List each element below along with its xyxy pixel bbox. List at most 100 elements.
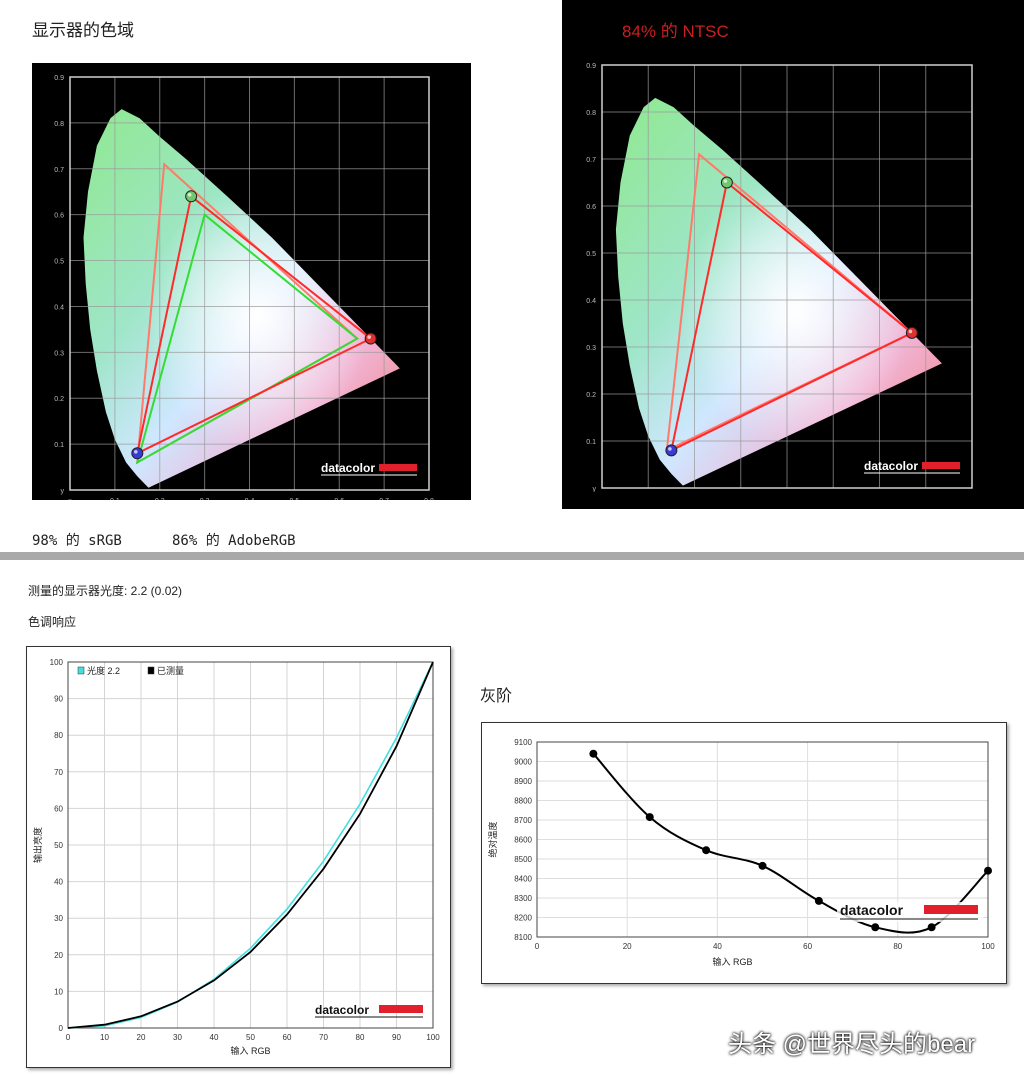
y-tick-label: 0.4 [54,304,64,311]
green-primary-dot [185,190,198,203]
grayscale-frame: 0 20 40 60 80 100 8100 8200 8300 8400 8500 8600 8700… [481,722,1007,984]
y-axis-label: 绝对温度 [487,821,498,857]
y-tick-label: 0.1 [586,439,596,446]
data-point [589,749,598,758]
x-tick-label: 0 [66,1033,71,1042]
dot-highlight [187,193,192,197]
x-tick-label: 0.4 [245,498,255,500]
x-axis-label: 输入 RGB [230,1045,270,1056]
red-primary-dot [364,332,377,345]
y-tick-label: 0.9 [586,63,596,70]
legend-swatch [147,666,155,675]
y-tick-label: 8100 [514,933,532,942]
brand-label: datacolor [864,459,918,473]
y-tick-label: 8600 [514,836,532,845]
brand-bar [922,462,960,469]
y-tick-label: 20 [54,951,63,960]
dot-highlight [367,335,371,339]
gamut-right-panel: 84% 的 NTSC x0.10.20.30.40.50.60.70.8y0.1… [562,0,1024,509]
red-primary-dot [905,326,918,339]
x-tick-label: 40 [713,942,722,951]
y-tick-label: 0.4 [586,298,596,305]
legend-label: 已测量 [157,666,184,676]
y-tick-label: 8400 [514,875,532,884]
brand-bar [924,905,978,914]
gamma-readout: 测量的显示器光度: 2.2 (0.02) [28,584,183,598]
brand-label: datacolor [315,1003,369,1017]
y-tick-label: 0 [59,1024,64,1033]
series-line-gamma-ref [67,661,434,1029]
y-tick-label: 0.9 [54,75,64,82]
tone-response-title: 色调响应 [28,615,77,629]
y-tick-label: 0.3 [586,345,596,352]
y-tick-label: 0.2 [54,396,64,403]
y-tick-label: 0.5 [54,259,64,266]
x-tick-label: 60 [803,942,812,951]
plot-border [536,741,989,938]
gamut-triangle-srgb [135,212,359,465]
x-tick-label: x [68,498,72,500]
plot-border [601,64,973,489]
x-tick-label: 100 [426,1033,440,1042]
tone-response-frame: 0 10 20 30 40 50 60 70 80 90 100 0 10 20 30 40 50 60 70 80 9… [26,646,451,1068]
gamut-triangle-ntsc [665,152,914,453]
x-tick-label: 0.2 [155,498,165,500]
y-tick-label: 100 [50,658,64,667]
y-tick-label: 0.6 [586,204,596,211]
grayscale-chart: 0 20 40 60 80 100 8100 8200 8300 8400 8500 8600 8700… [487,738,995,967]
srgb-caption: 98% 的 sRGB [32,533,122,549]
tone-response-chart: 0 10 20 30 40 50 60 70 80 90 100 0 10 20 30 40 50 60 70 80 9… [32,658,440,1056]
data-point [702,846,711,855]
green-primary-dot [720,176,733,189]
right-gamut-title: 84% 的 NTSC [622,22,729,41]
data-point [814,896,823,905]
gamut-triangle-measured [135,194,373,456]
brand-bar [379,1005,423,1013]
y-tick-label: 0.8 [54,121,64,128]
x-tick-label: 10 [100,1033,109,1042]
y-tick-label: 80 [54,731,63,740]
white-point-glow [615,97,942,486]
brand-label: datacolor [840,902,904,918]
dot-highlight [668,447,672,451]
gamut-right-chart: x0.10.20.30.40.50.60.70.8y0.10.20.30.40.… [586,63,973,492]
data-point [758,861,767,870]
brand-bar [379,464,417,471]
white-point-glow [83,109,400,488]
data-point [927,923,936,932]
x-tick-label: 90 [392,1033,401,1042]
x-tick-label: 0.7 [379,498,389,500]
x-tick-label: 80 [893,942,902,951]
x-tick-label: 20 [137,1033,146,1042]
y-tick-label: 60 [54,804,63,813]
x-tick-label: 0.5 [290,498,300,500]
series-line-measured [67,661,434,1029]
x-tick-label: 0 [535,942,540,951]
adobe-caption: 86% 的 AdobeRGB [172,533,296,549]
x-tick-label: 30 [173,1033,182,1042]
blue-primary-dot [131,447,144,460]
x-tick-label: 0.8 [424,498,434,500]
y-tick-label: 40 [54,878,63,887]
legend-label: 光度 2.2 [87,665,120,676]
y-tick-label: 9100 [514,738,532,747]
y-tick-label: 0.6 [54,213,64,220]
x-tick-label: 0.1 [110,498,120,500]
x-tick-label: 60 [283,1033,292,1042]
legend-swatch [77,666,85,675]
y-tick-label: 90 [54,695,63,704]
data-point [984,866,992,875]
y-tick-label: 30 [54,914,63,923]
section-divider [0,552,1024,560]
y-tick-label: 0.1 [54,442,64,449]
gamut-left-chart: x 0.1 0.2 0.3 0.4 0.5 0.6 0.7 0.8 y 0.1 0.2 0.3 0.4 0.… [54,75,434,505]
y-tick-label: 8300 [514,894,532,903]
brand-label: datacolor [321,461,375,475]
left-gamut-title: 显示器的色域 [32,21,134,40]
grayscale-title: 灰阶 [480,688,513,705]
gamut-triangle-measured [670,180,914,453]
data-point [645,813,654,822]
y-tick-label: 50 [54,841,63,850]
y-tick-label: 8800 [514,797,532,806]
y-tick-label: 8500 [514,855,532,864]
